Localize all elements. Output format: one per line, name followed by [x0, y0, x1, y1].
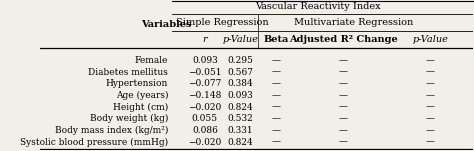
Text: —: — [426, 79, 435, 88]
Text: —: — [339, 67, 348, 77]
Text: Diabetes mellitus: Diabetes mellitus [88, 67, 168, 77]
Text: Adjusted R² Change: Adjusted R² Change [289, 35, 398, 44]
Text: −0.051: −0.051 [188, 67, 222, 77]
Text: 0.093: 0.093 [192, 56, 218, 65]
Text: −0.148: −0.148 [188, 91, 222, 100]
Text: —: — [272, 56, 281, 65]
Text: −0.020: −0.020 [188, 138, 221, 147]
Text: 0.824: 0.824 [228, 138, 253, 147]
Text: —: — [272, 91, 281, 100]
Text: 0.055: 0.055 [192, 114, 218, 123]
Text: —: — [339, 91, 348, 100]
Text: Vascular Reactivity Index: Vascular Reactivity Index [255, 2, 380, 11]
Text: —: — [272, 126, 281, 135]
Text: Age (years): Age (years) [116, 91, 168, 100]
Text: 0.824: 0.824 [228, 103, 253, 112]
Text: —: — [339, 79, 348, 88]
Text: Hypertension: Hypertension [106, 79, 168, 88]
Text: —: — [272, 67, 281, 77]
Text: 0.086: 0.086 [192, 126, 218, 135]
Text: 0.331: 0.331 [228, 126, 253, 135]
Text: Beta: Beta [264, 35, 289, 44]
Text: —: — [339, 126, 348, 135]
Text: —: — [272, 114, 281, 123]
Text: Body weight (kg): Body weight (kg) [90, 114, 168, 123]
Text: —: — [426, 126, 435, 135]
Text: 0.384: 0.384 [228, 79, 253, 88]
Text: 0.567: 0.567 [228, 67, 254, 77]
Text: —: — [272, 138, 281, 147]
Text: p-Value: p-Value [412, 35, 448, 44]
Text: —: — [426, 114, 435, 123]
Text: —: — [339, 103, 348, 112]
Text: 0.532: 0.532 [228, 114, 253, 123]
Text: Height (cm): Height (cm) [113, 103, 168, 112]
Text: Systolic blood pressure (mmHg): Systolic blood pressure (mmHg) [20, 138, 168, 147]
Text: —: — [426, 138, 435, 147]
Text: p-Value: p-Value [222, 35, 258, 44]
Text: —: — [272, 103, 281, 112]
Text: −0.020: −0.020 [188, 103, 221, 112]
Text: —: — [339, 114, 348, 123]
Text: —: — [426, 103, 435, 112]
Text: —: — [339, 138, 348, 147]
Text: —: — [426, 56, 435, 65]
Text: Variables: Variables [141, 20, 191, 29]
Text: Female: Female [135, 56, 168, 65]
Text: Body mass index (kg/m²): Body mass index (kg/m²) [55, 126, 168, 135]
Text: −0.077: −0.077 [188, 79, 222, 88]
Text: Multivariate Regression: Multivariate Regression [293, 18, 413, 27]
Text: —: — [272, 79, 281, 88]
Text: —: — [426, 91, 435, 100]
Text: —: — [426, 67, 435, 77]
Text: 0.093: 0.093 [228, 91, 253, 100]
Text: Simple Regression: Simple Regression [176, 18, 269, 27]
Text: —: — [339, 56, 348, 65]
Text: r: r [202, 35, 207, 44]
Text: 0.295: 0.295 [228, 56, 254, 65]
